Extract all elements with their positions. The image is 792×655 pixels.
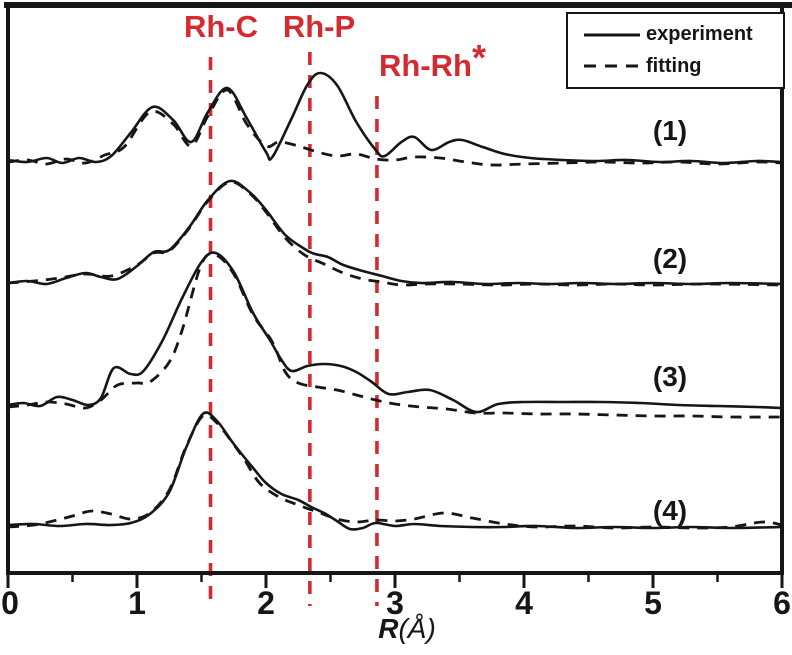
curve-1-experiment-line [7,71,783,165]
dashed-line-sample-icon [584,64,640,68]
plot-frame-top [4,2,792,8]
x-tick-label: 5 [644,585,662,621]
plot-frame-left [6,2,10,575]
legend-entry-experiment: experiment [583,23,779,46]
annotation-rh-c: Rh-C [183,9,259,44]
x-axis-label-r: R [378,613,399,644]
annotation-rh-rh: Rh-Rh* [379,40,486,83]
curve-label-2: (2) [652,243,688,274]
curve-4-experiment-line [7,411,783,531]
x-tick-label: 1 [128,585,146,621]
x-tick-label: 2 [257,585,275,621]
legend-fitting-label: fitting [646,54,702,77]
annotation-rh-p: Rh-P [282,9,356,44]
x-tick-label: 3 [386,585,404,621]
x-axis-line [6,571,784,575]
legend-experiment-label: experiment [646,23,753,46]
curve-label-4: (4) [652,495,688,526]
curve-2-fitting-line [7,180,783,287]
annotation-rh-rh-text: Rh-Rh [379,48,472,83]
solid-line-sample-icon [584,33,640,37]
x-axis-label: R(Å) [352,612,462,646]
curve-3-experiment-line [7,251,783,414]
plot-frame-right [780,2,784,575]
curve-4-fitting-line [7,413,783,530]
legend: experiment fitting [566,12,785,89]
curve-label-1: (1) [652,115,688,146]
x-tick-label: 6 [773,585,791,621]
legend-entry-fitting: fitting [583,55,779,78]
curve-label-3: (3) [652,361,688,392]
curve-2-experiment-line [7,179,783,286]
x-tick-label: 0 [1,585,19,621]
annotation-rh-rh-asterisk: * [471,37,486,78]
x-tick-label: 4 [515,585,533,621]
x-axis-label-unit: (Å) [398,613,436,644]
